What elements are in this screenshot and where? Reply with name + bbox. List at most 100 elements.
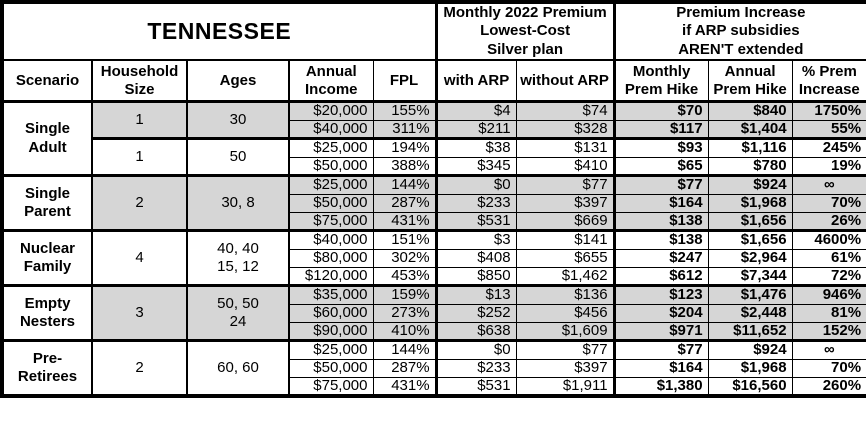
col-header-annual-hike: Annual Prem Hike [707,59,793,104]
annual-hike-cell: $11,652 [707,321,793,342]
with-arp-cell: $3 [434,229,517,250]
col-header-annual-income: Annual Income [288,59,374,104]
without-arp-cell: $1,609 [515,321,615,342]
with-arp-cell: $638 [434,321,517,342]
annual-hike-cell: $2,964 [707,248,793,268]
annual-hike-cell: $1,656 [707,229,793,250]
without-arp-cell: $456 [515,303,615,323]
annual-income-cell: $75,000 [288,376,374,397]
without-arp-cell: $77 [515,174,615,195]
pct-increase-cell: 70% [791,193,866,213]
fpl-cell: 388% [372,156,437,177]
annual-income-cell: $50,000 [288,193,374,213]
without-arp-cell: $77 [515,339,615,360]
fpl-cell: 302% [372,248,437,268]
annual-income-cell: $25,000 [288,137,374,158]
without-arp-cell: $74 [515,100,615,121]
table-title: TENNESSEE [1,1,437,61]
without-arp-cell: $1,911 [515,376,615,397]
with-arp-cell: $531 [434,376,517,397]
monthly-hike-cell: $164 [612,358,709,378]
monthly-hike-cell: $1,380 [612,376,709,397]
annual-hike-cell: $924 [707,339,793,360]
without-arp-cell: $410 [515,156,615,177]
ages-cell: 50, 50 24 [186,284,290,342]
annual-income-cell: $90,000 [288,321,374,342]
pct-increase-cell: 4600% [791,229,866,250]
monthly-hike-cell: $117 [612,119,709,140]
monthly-hike-cell: $77 [612,339,709,360]
ages-cell: 30 [186,100,290,140]
table-row: 1 50 $25,000 194% $38 $131 $93 $1,116 245% [2,137,866,177]
monthly-hike-cell: $612 [612,266,709,287]
column-header-row: Scenario Household Size Ages Annual Income F… [1,59,866,104]
annual-hike-cell: $1,476 [707,284,793,305]
annual-income-cell: $20,000 [288,100,374,121]
col-header-household-size: Household Size [91,59,188,104]
annual-hike-cell: $1,116 [707,137,793,158]
household-size-cell: 4 [91,229,188,287]
annual-income-cell: $75,000 [288,211,374,232]
annual-income-cell: $25,000 [288,339,374,360]
scenario-cell: Nuclear Family [1,229,93,287]
annual-income-cell: $60,000 [288,303,374,323]
monthly-hike-cell: $93 [612,137,709,158]
section-header-premium: Monthly 2022 Premium Lowest-Cost Silver … [434,1,615,61]
scenario-cell: Empty Nesters [1,284,93,342]
header-top-row: TENNESSEE Monthly 2022 Premium Lowest-Co… [1,1,866,61]
table-row: Single Parent 2 30, 8 $25,000 144% $0 $77 $77 $9… [1,174,866,232]
annual-income-cell: $40,000 [288,119,374,140]
table-row: $75,000 431% $531 $669 $138 $1,656 26% [2,211,866,232]
fpl-cell: 287% [372,358,437,378]
pct-increase-cell: 946% [791,284,866,305]
fpl-cell: 151% [372,229,437,250]
fpl-cell: 410% [372,321,437,342]
with-arp-cell: $850 [434,266,517,287]
annual-hike-cell: $1,656 [707,211,793,232]
pct-increase-cell: 260% [791,376,866,397]
annual-hike-cell: $2,448 [707,303,793,323]
annual-hike-cell: $7,344 [707,266,793,287]
pct-increase-cell: 72% [791,266,866,287]
col-header-without-arp: without ARP [515,59,615,104]
col-header-ages: Ages [186,59,290,104]
annual-hike-cell: $924 [707,174,793,195]
fpl-cell: 144% [372,174,437,195]
with-arp-cell: $211 [434,119,517,140]
household-size-cell: 1 [91,137,188,177]
annual-income-cell: $120,000 [288,266,374,287]
with-arp-cell: $345 [434,156,517,177]
without-arp-cell: $328 [515,119,615,140]
fpl-cell: 159% [372,284,437,305]
fpl-cell: 431% [372,211,437,232]
table-row: $50,000 287% $233 $397 $164 $1,968 70% [2,193,866,213]
pct-increase-cell: 26% [791,211,866,232]
with-arp-cell: $0 [434,174,517,195]
col-header-pct-increase: % Prem Increase [791,59,866,104]
with-arp-cell: $252 [434,303,517,323]
ages-cell: 30, 8 [186,174,290,232]
with-arp-cell: $531 [434,211,517,232]
table-row: Single Adult 1 30 $20,000 155% $4 $74 $70 $840 17… [1,100,866,177]
col-header-fpl: FPL [372,59,437,104]
pct-increase-cell: 19% [791,156,866,177]
monthly-hike-cell: $138 [612,229,709,250]
with-arp-cell: $13 [434,284,517,305]
without-arp-cell: $141 [515,229,615,250]
annual-hike-cell: $1,968 [707,193,793,213]
monthly-hike-cell: $65 [612,156,709,177]
table-row: $40,000 311% $211 $328 $117 $1,404 55% [2,119,866,140]
household-size-cell: 3 [91,284,188,342]
with-arp-cell: $233 [434,358,517,378]
pct-increase-cell: ∞ [791,339,866,360]
monthly-hike-cell: $77 [612,174,709,195]
annual-income-cell: $80,000 [288,248,374,268]
with-arp-cell: $233 [434,193,517,213]
without-arp-cell: $131 [515,137,615,158]
table-row: $60,000 273% $252 $456 $204 $2,448 81% [2,303,866,323]
col-header-with-arp: with ARP [434,59,517,104]
table-row: $50,000 388% $345 $410 $65 $780 19% [2,156,866,177]
table-body: Single Adult 1 30 $20,000 155% $4 $74 $70 $840 17… [1,100,866,397]
table-row: Nuclear Family 4 40, 40 15, 12 $40,000 151% $… [1,229,866,287]
pct-increase-cell: 81% [791,303,866,323]
